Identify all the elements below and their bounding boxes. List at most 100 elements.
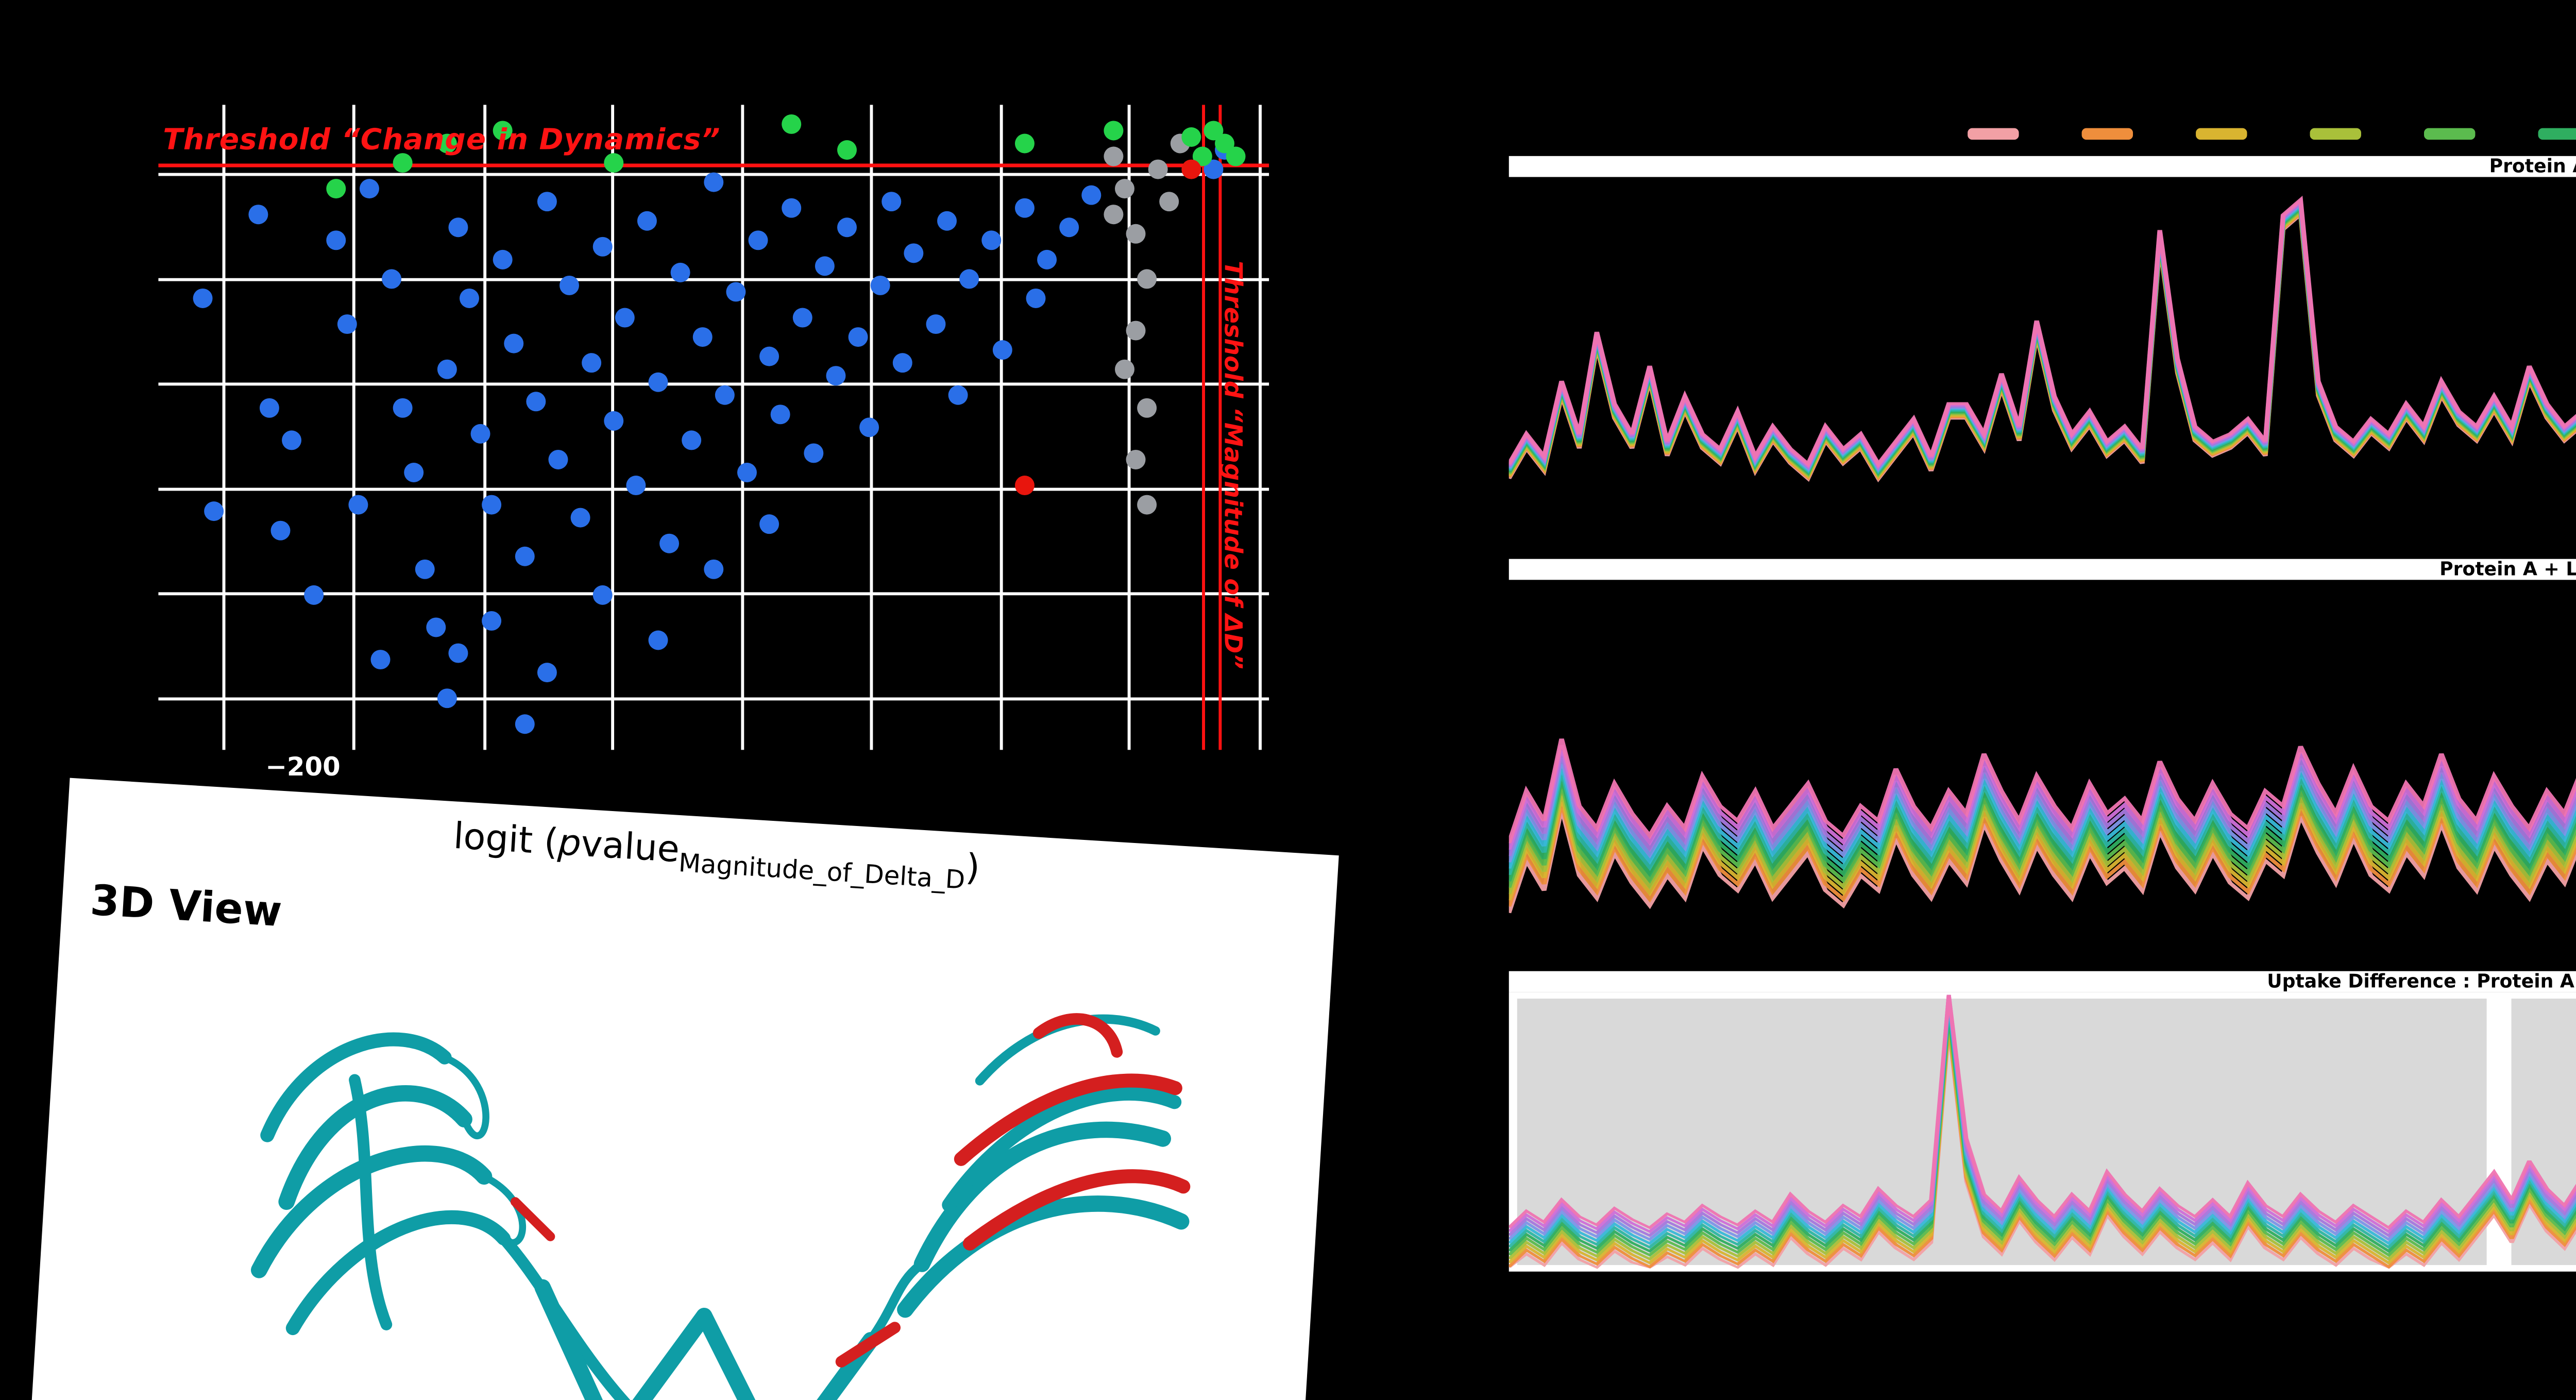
scatter-point-blue-points[interactable] [460,288,479,308]
scatter-point-blue-points[interactable] [1026,288,1046,308]
scatter-point-blue-points[interactable] [470,424,490,444]
series-line[interactable] [1509,996,2576,1241]
chart-uptake-difference[interactable] [1509,992,2576,1272]
scatter-point-blue-points[interactable] [604,411,624,431]
legend-swatch[interactable] [2196,128,2247,139]
scatter-point-blue-points[interactable] [870,275,890,295]
scatter-point-blue-points[interactable] [848,327,868,347]
scatter-point-gray-points[interactable] [1126,321,1146,341]
scatter-point-green-points[interactable] [393,153,413,173]
scatter-point-blue-points[interactable] [1059,217,1079,238]
scatter-point-green-points[interactable] [1192,146,1212,166]
chart-protein-a[interactable] [1509,177,2576,554]
scatter-point-blue-points[interactable] [515,546,535,566]
scatter-point-blue-points[interactable] [259,398,279,418]
scatter-point-blue-points[interactable] [748,230,768,250]
scatter-point-gray-points[interactable] [1137,495,1157,515]
scatter-point-blue-points[interactable] [592,237,613,257]
scatter-point-blue-points[interactable] [770,404,790,425]
scatter-point-blue-points[interactable] [582,353,602,373]
scatter-point-blue-points[interactable] [759,346,779,366]
scatter-point-blue-points[interactable] [1204,159,1224,179]
series-line[interactable] [1509,1019,2576,1265]
legend-swatch[interactable] [2310,128,2361,139]
scatter-point-blue-points[interactable] [304,585,324,605]
scatter-point-gray-points[interactable] [1126,224,1146,244]
scatter-point-green-points[interactable] [1215,133,1234,154]
scatter-point-blue-points[interactable] [482,495,502,515]
scatter-point-gray-points[interactable] [1104,146,1124,166]
scatter-point-red-points[interactable] [1181,159,1201,179]
series-line[interactable] [1509,994,2576,1238]
series-line[interactable] [1509,1004,2576,1250]
scatter-point-blue-points[interactable] [415,559,435,579]
scatter-point-gray-points[interactable] [1137,269,1157,289]
protein-structure-viewer[interactable] [112,932,1260,1400]
series-line[interactable] [1509,621,2576,901]
scatter-point-blue-points[interactable] [670,262,690,282]
scatter-point-blue-points[interactable] [1037,249,1057,269]
scatter-point-blue-points[interactable] [626,476,646,496]
scatter-point-blue-points[interactable] [393,398,413,418]
scatter-point-blue-points[interactable] [1081,185,1101,205]
series-line[interactable] [1509,1000,2576,1245]
scatter-point-blue-points[interactable] [837,217,857,238]
series-line[interactable] [1509,608,2576,888]
scatter-point-blue-points[interactable] [526,392,546,412]
scatter-point-blue-points[interactable] [370,650,391,670]
series-line[interactable] [1509,627,2576,907]
scatter-point-blue-points[interactable] [592,585,613,605]
scatter-point-blue-points[interactable] [782,198,802,218]
scatter-point-blue-points[interactable] [648,372,668,392]
scatter-point-blue-points[interactable] [959,269,979,289]
legend-swatch[interactable] [1968,128,2019,139]
scatter-point-green-points[interactable] [326,179,346,199]
scatter-point-blue-points[interactable] [570,508,590,528]
scatter-point-blue-points[interactable] [637,211,657,231]
scatter-point-blue-points[interactable] [659,533,680,553]
chart-protein-a-ligand[interactable] [1509,580,2576,953]
scatter-point-blue-points[interactable] [282,430,302,450]
series-line[interactable] [1509,596,2576,875]
series-line[interactable] [1509,994,2576,1230]
series-line[interactable] [1509,614,2576,895]
scatter-point-blue-points[interactable] [704,559,724,579]
scatter-point-blue-points[interactable] [326,230,346,250]
series-line[interactable] [1509,584,2576,863]
scatter-point-blue-points[interactable] [515,714,535,734]
scatter-point-gray-points[interactable] [1148,159,1168,179]
scatter-point-blue-points[interactable] [726,282,746,302]
scatter-point-blue-points[interactable] [270,520,291,541]
scatter-point-blue-points[interactable] [426,617,446,637]
scatter-point-blue-points[interactable] [537,192,557,212]
series-line[interactable] [1509,584,2576,850]
scatter-point-blue-points[interactable] [193,288,213,308]
scatter-point-blue-points[interactable] [692,327,713,347]
scatter-point-blue-points[interactable] [904,243,924,263]
scatter-point-blue-points[interactable] [715,385,735,405]
series-line[interactable] [1509,994,2576,1234]
series-line[interactable] [1509,191,2576,468]
scatter-point-blue-points[interactable] [248,205,268,225]
scatter-point-gray-points[interactable] [1159,192,1179,212]
scatter-point-green-points[interactable] [604,153,624,173]
series-line[interactable] [1509,1027,2576,1269]
series-line[interactable] [1509,633,2576,914]
scatter-point-blue-points[interactable] [1014,198,1035,218]
scatter-point-blue-points[interactable] [615,308,635,328]
series-line[interactable] [1509,1008,2576,1253]
scatter-point-green-points[interactable] [837,140,857,160]
scatter-point-blue-points[interactable] [737,463,757,482]
scatter-point-blue-points[interactable] [992,340,1012,360]
scatter-point-green-points[interactable] [1181,127,1201,147]
scatter-point-blue-points[interactable] [448,217,468,238]
scatter-point-green-points[interactable] [493,121,513,141]
legend-swatch[interactable] [2538,128,2576,139]
volcano-scatter-plot[interactable] [158,105,1269,750]
scatter-point-blue-points[interactable] [882,192,902,212]
scatter-point-red-points[interactable] [1014,476,1035,496]
scatter-point-blue-points[interactable] [537,663,557,683]
scatter-point-blue-points[interactable] [682,430,702,450]
scatter-point-blue-points[interactable] [981,230,1002,250]
scatter-point-gray-points[interactable] [1126,449,1146,469]
